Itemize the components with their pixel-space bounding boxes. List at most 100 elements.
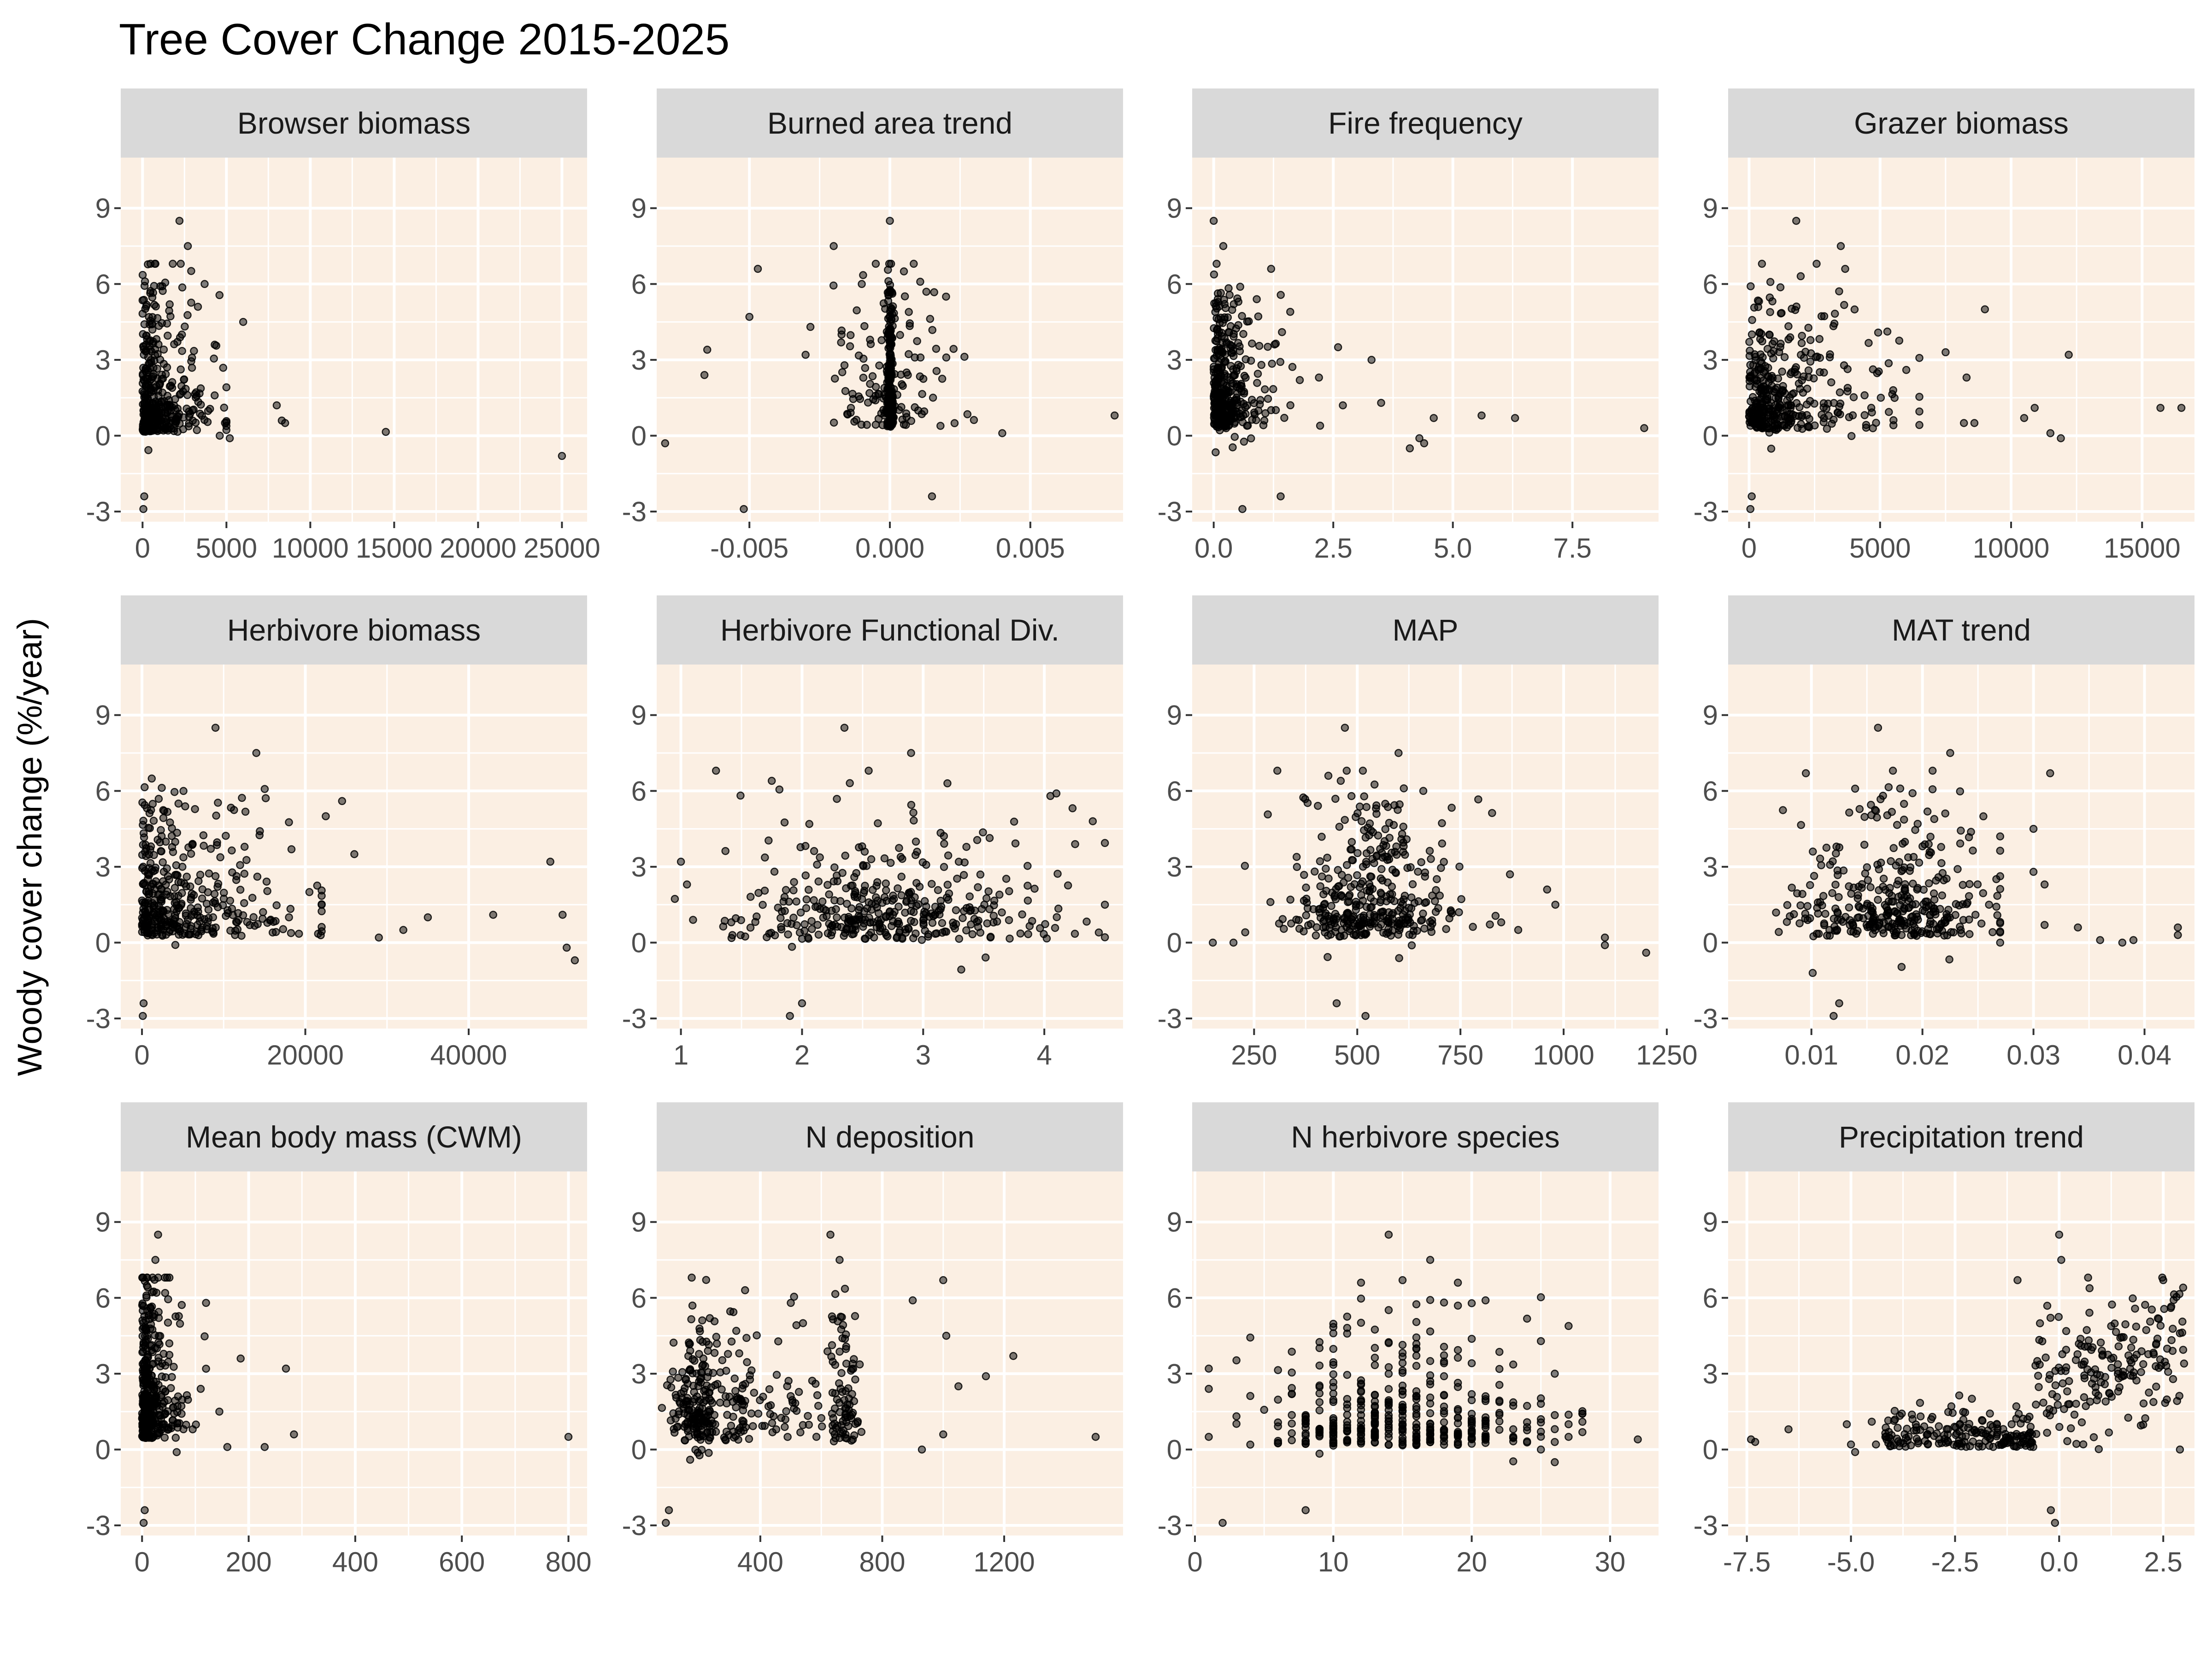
- data-point: [1796, 901, 1805, 910]
- data-point: [188, 1425, 197, 1434]
- data-point: [1016, 929, 1025, 938]
- data-point: [1255, 341, 1264, 350]
- data-point: [1915, 859, 1924, 867]
- data-point: [1245, 317, 1253, 326]
- data-point: [1962, 900, 1971, 908]
- data-point: [1377, 874, 1385, 883]
- data-point: [161, 425, 170, 434]
- data-point: [1330, 891, 1339, 900]
- data-point: [954, 858, 963, 866]
- data-point: [172, 861, 181, 870]
- data-point: [1955, 901, 1963, 910]
- data-point: [1900, 815, 1908, 824]
- data-point: [1993, 911, 2001, 919]
- data-point: [718, 1356, 727, 1365]
- data-point: [1887, 857, 1895, 865]
- data-point: [1367, 356, 1376, 364]
- data-point: [1217, 393, 1225, 401]
- data-point: [739, 1406, 747, 1415]
- data-point: [176, 878, 185, 887]
- data-point: [1778, 367, 1786, 376]
- data-point: [1944, 914, 1952, 922]
- data-point: [877, 916, 885, 924]
- data-point: [177, 330, 186, 339]
- scatter-points: [1745, 217, 2186, 513]
- data-point: [2152, 1382, 2160, 1391]
- data-point: [1748, 316, 1756, 324]
- data-point: [1889, 416, 1898, 424]
- data-point: [1398, 1276, 1407, 1284]
- data-point: [689, 916, 697, 924]
- data-point: [792, 1321, 800, 1330]
- data-point: [677, 858, 685, 866]
- data-point: [1371, 1430, 1379, 1438]
- y-tick-label: 6: [631, 269, 647, 300]
- data-point: [1779, 386, 1788, 394]
- y-tick-label: 3: [1703, 852, 1718, 882]
- panel-background: [1192, 1171, 1659, 1535]
- data-point: [1835, 287, 1843, 295]
- data-point: [153, 926, 162, 935]
- data-point: [1205, 1433, 1213, 1441]
- data-point: [1894, 1424, 1902, 1432]
- data-point: [1523, 1314, 1531, 1323]
- y-tick-label: 0: [1703, 420, 1718, 451]
- data-point: [1329, 1389, 1338, 1398]
- data-point: [564, 1433, 573, 1441]
- data-point: [764, 1402, 773, 1411]
- data-point: [149, 1359, 158, 1368]
- data-point: [1883, 811, 1892, 819]
- data-point: [1224, 284, 1233, 293]
- data-point: [794, 1388, 803, 1396]
- data-point: [1440, 1433, 1448, 1442]
- y-tick-label: 6: [1167, 269, 1182, 300]
- data-point: [158, 783, 166, 792]
- y-tick-label: 3: [631, 345, 647, 376]
- data-point: [670, 1425, 678, 1433]
- data-point: [318, 886, 326, 895]
- data-point: [682, 880, 691, 889]
- data-point: [907, 907, 915, 915]
- data-point: [1866, 883, 1875, 892]
- data-point: [1384, 1400, 1393, 1408]
- facet-strip-label: Precipitation trend: [1839, 1120, 2084, 1154]
- data-point: [777, 925, 786, 934]
- data-point: [751, 918, 759, 926]
- data-point: [1871, 926, 1879, 935]
- data-point: [1996, 928, 2005, 937]
- data-point: [2094, 1445, 2103, 1453]
- data-point: [844, 1384, 853, 1393]
- data-point: [240, 870, 249, 878]
- data-point: [1495, 1381, 1504, 1389]
- data-point: [1495, 1411, 1504, 1419]
- data-point: [1433, 875, 1441, 883]
- data-point: [895, 844, 903, 852]
- data-point: [1551, 1411, 1559, 1419]
- y-tick-label: 6: [631, 1282, 647, 1313]
- data-point: [1360, 792, 1368, 800]
- data-point: [150, 383, 159, 392]
- data-point: [242, 856, 251, 864]
- data-point: [962, 904, 971, 912]
- data-point: [1600, 933, 1609, 942]
- data-point: [208, 927, 217, 935]
- data-point: [831, 1360, 840, 1369]
- data-point: [2163, 1395, 2171, 1404]
- y-tick-label: 9: [95, 700, 111, 731]
- data-point: [165, 300, 174, 309]
- data-point: [746, 924, 755, 932]
- data-point: [1467, 1390, 1476, 1399]
- x-tick-label: 5000: [196, 533, 257, 564]
- data-point: [2089, 1433, 2098, 1441]
- data-point: [1082, 918, 1091, 926]
- data-point: [853, 306, 861, 315]
- data-point: [164, 872, 172, 880]
- data-point: [665, 1506, 673, 1514]
- data-point: [684, 1352, 693, 1360]
- data-point: [1874, 328, 1883, 337]
- data-point: [1370, 897, 1378, 906]
- data-point: [144, 446, 153, 454]
- data-point: [1442, 925, 1450, 933]
